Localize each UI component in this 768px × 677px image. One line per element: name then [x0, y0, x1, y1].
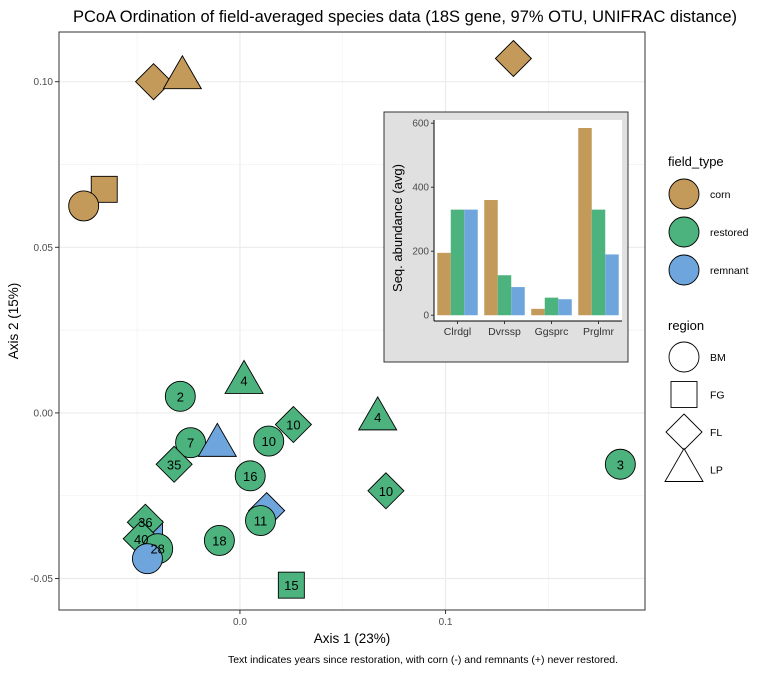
legend-key-FG: [670, 381, 698, 408]
point-restored-FL: [155, 445, 193, 483]
bar-restored: [591, 209, 606, 316]
point-label: 40: [134, 532, 148, 547]
legend-field-type: field_type corn restored remnant: [668, 154, 749, 286]
legend-label-remnant: remnant: [710, 265, 749, 277]
inset-bars: [437, 128, 619, 316]
point-label: 35: [167, 457, 181, 472]
inset-axes: 0 200 400 600 Clrdgl Dvrssp Ggsprc Prglmr: [412, 119, 622, 338]
legend-label-FL: FL: [710, 427, 722, 439]
legend-label-FG: FG: [710, 390, 725, 402]
point-label: 4: [240, 373, 247, 388]
inset-y-tick-label: 400: [412, 183, 429, 194]
point-label: 10: [261, 434, 275, 449]
point-restored-FG: [277, 571, 305, 599]
inset-x-tick-label: Ggsprc: [535, 326, 569, 338]
bar-corn: [531, 308, 545, 316]
legend-region-entries: BM FG FL LP: [664, 341, 726, 482]
y-axis-label: Axis 2 (15%): [6, 283, 21, 360]
bar-corn: [484, 200, 498, 316]
legend-label-corn: corn: [710, 189, 731, 201]
legend-key-FL: [665, 413, 703, 451]
point-corn-FL: [134, 63, 173, 101]
legend-field-type-entries: corn restored remnant: [668, 178, 749, 286]
point-restored-LP: [224, 359, 264, 394]
legend-label-LP: LP: [710, 465, 723, 477]
point-label: 18: [212, 533, 226, 548]
point-restored-BM: [203, 524, 235, 556]
panel-border: [58, 31, 646, 611]
bar-corn: [578, 128, 592, 316]
y-tick-label: -0.05: [30, 574, 53, 585]
inset-y-tick-label: 200: [412, 247, 429, 258]
y-tick-label: 0.10: [34, 77, 54, 88]
point-restored-FL: [367, 472, 405, 510]
point-label: 11: [254, 514, 268, 529]
point-restored-BM: [604, 448, 636, 480]
point-label: 28: [150, 542, 164, 557]
y-tick-label: 0.05: [34, 243, 54, 254]
bar-remnant: [558, 299, 572, 316]
point-restored-BM: [175, 427, 207, 459]
bar-corn: [437, 252, 451, 316]
legend-key-remnant: [668, 254, 700, 286]
x-tick-label: 0.1: [439, 617, 453, 628]
point-restored-BM: [164, 380, 196, 412]
legend-key-restored: [668, 216, 700, 248]
point-remnant-LP: [197, 422, 238, 457]
point-label: 15: [284, 578, 298, 593]
legend-label-restored: restored: [710, 227, 749, 239]
point-corn-BM: [68, 190, 100, 222]
point-label: 4: [374, 410, 381, 425]
point-corn-LP: [162, 54, 203, 90]
bar-restored: [450, 209, 465, 316]
legend-field-type-title: field_type: [668, 154, 724, 169]
legend-region-title: region: [668, 318, 704, 333]
bar-restored: [497, 275, 512, 316]
point-label: 16: [243, 469, 257, 484]
inset-y-tick-label: 600: [412, 119, 429, 130]
inset-y-axis-label: Seq. abundance (avg): [390, 164, 405, 292]
point-label: 10: [379, 484, 393, 499]
point-corn-FL: [494, 39, 533, 78]
point-label: 7: [187, 436, 194, 451]
legend-key-LP: [664, 447, 704, 482]
y-axis-ticks: -0.05 0.00 0.05 0.10: [30, 77, 59, 585]
bar-restored: [544, 297, 559, 316]
point-label: 3: [617, 457, 624, 472]
point-label: 36: [138, 515, 152, 530]
point-label: 10: [286, 418, 300, 433]
x-tick-label: 0.0: [233, 617, 247, 628]
inset-x-tick-label: Prglmr: [583, 326, 614, 338]
inset-x-tick-label: Clrdgl: [444, 326, 471, 338]
inset-x-tick-label: Dvrssp: [488, 326, 521, 338]
point-label: 2: [177, 389, 184, 404]
point-restored-BM: [253, 425, 285, 457]
bar-remnant: [464, 209, 478, 316]
chart-title: PCoA Ordination of field-averaged specie…: [73, 8, 737, 26]
caption: Text indicates years since restoration, …: [228, 654, 618, 666]
bar-remnant: [511, 287, 525, 316]
legend-region: region BM FG FL LP: [664, 318, 726, 482]
point-restored-BM: [245, 505, 276, 537]
point-restored-BM: [234, 460, 266, 492]
point-restored-LP: [357, 395, 398, 431]
point-remnant-BM: [131, 543, 163, 575]
x-axis-ticks: 0.0 0.1: [233, 610, 453, 628]
legend-label-BM: BM: [710, 352, 726, 364]
legend-key-corn: [668, 178, 700, 210]
inset-y-tick-label: 0: [423, 311, 429, 322]
legend-key-BM: [668, 341, 700, 373]
x-axis-label: Axis 1 (23%): [314, 631, 391, 646]
inset-bar-chart: 0 200 400 600 Clrdgl Dvrssp Ggsprc Prglmr Seq. …: [383, 111, 629, 363]
y-tick-label: 0.00: [34, 408, 54, 419]
point-restored-FL: [274, 405, 313, 444]
bar-remnant: [605, 254, 619, 316]
